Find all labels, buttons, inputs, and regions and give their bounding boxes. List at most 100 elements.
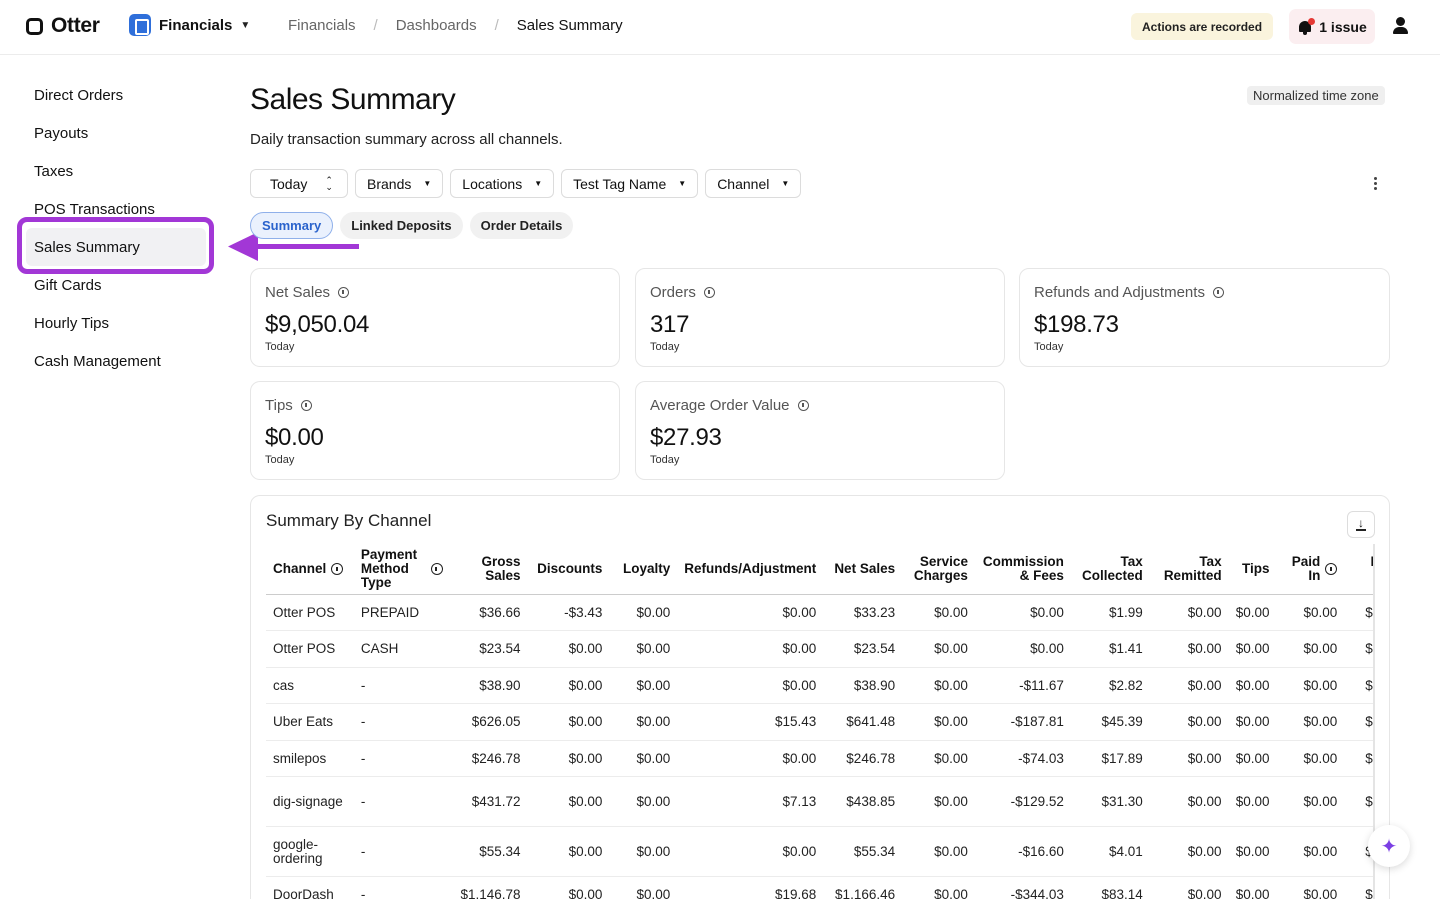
sidebar-item-sales-summary[interactable]: Sales Summary: [26, 228, 206, 266]
issues-button[interactable]: 1 issue: [1289, 9, 1375, 44]
channel-filter[interactable]: Channel ▼: [705, 169, 802, 198]
sidebar-item-cash-management[interactable]: Cash Management: [34, 352, 161, 370]
table-cell: $0.00: [1149, 826, 1229, 877]
otter-logo[interactable]: Otter: [26, 14, 100, 38]
table-cell: $0.00: [1228, 630, 1277, 668]
info-icon[interactable]: [1212, 287, 1224, 298]
table-cell: $0.00: [1276, 594, 1345, 631]
locations-filter[interactable]: Locations ▼: [450, 169, 555, 198]
brand-name: Otter: [51, 14, 100, 37]
table-cell: $0.00: [902, 630, 975, 668]
info-icon[interactable]: [797, 400, 809, 411]
table-row[interactable]: DoorDash - $1,146.78 $0.00 $0.00 $19.68 $1,166…: [266, 876, 1374, 899]
sidebar-item-pos-transactions[interactable]: POS Transactions: [34, 200, 155, 218]
table-cell: $0.00: [1344, 667, 1374, 704]
column-header[interactable]: Service Charges: [902, 544, 975, 595]
column-header-label: Paid In: [1291, 553, 1321, 583]
download-button[interactable]: ↓: [1347, 511, 1375, 538]
table-cell: $0.00: [677, 630, 824, 668]
metric-value: $0.00: [265, 424, 324, 451]
tag-filter[interactable]: Test Tag Name ▼: [561, 169, 699, 198]
product-switcher[interactable]: Financials ▼: [129, 14, 250, 36]
table-cell: -$74.03: [974, 740, 1071, 777]
table-cell: $626.05: [449, 703, 528, 741]
arrow-annotation-icon: [228, 232, 359, 261]
metric-label: Tips: [265, 397, 293, 414]
table-cell: -: [353, 826, 450, 877]
breadcrumb-dashboards[interactable]: Dashboards: [395, 17, 477, 34]
table-cell: $45.39: [1070, 703, 1150, 741]
info-icon[interactable]: [300, 400, 312, 411]
table-row[interactable]: Uber Eats - $626.05 $0.00 $0.00 $15.43 $641.48…: [266, 703, 1374, 741]
table-cell: $0.00: [527, 776, 610, 827]
table-row[interactable]: smilepos - $246.78 $0.00 $0.00 $0.00 $246.78 $0…: [266, 740, 1374, 777]
column-header[interactable]: Channel: [266, 544, 354, 595]
column-header[interactable]: Paid Out: [1344, 544, 1374, 595]
sidebar-item-taxes[interactable]: Taxes: [34, 162, 74, 180]
column-header[interactable]: Tax Remitted: [1149, 544, 1229, 595]
column-header[interactable]: Tips: [1228, 544, 1277, 595]
table-cell: $38.90: [823, 667, 903, 704]
table-cell: $0.00: [1344, 740, 1374, 777]
table-scroll-area[interactable]: Channel Payment Method Type Gross Sales …: [266, 544, 1374, 899]
sidebar-item-gift-cards[interactable]: Gift Cards: [34, 276, 102, 294]
table-cell: $0.00: [1149, 776, 1229, 827]
table-row[interactable]: google-ordering - $55.34 $0.00 $0.00 $0.00 $55…: [266, 826, 1374, 877]
metric-period: Today: [650, 454, 680, 466]
date-filter[interactable]: Today ⌃ ⌄: [250, 169, 348, 198]
info-icon[interactable]: [1325, 562, 1338, 575]
table-cell: $7.13: [677, 776, 824, 827]
table-cell: $83.14: [1070, 876, 1150, 899]
breadcrumb-financials[interactable]: Financials: [288, 17, 356, 34]
table-cell: $31.30: [1070, 776, 1150, 827]
user-icon[interactable]: [1392, 17, 1410, 35]
column-header[interactable]: Gross Sales: [449, 544, 528, 595]
info-icon[interactable]: [331, 562, 344, 575]
column-header[interactable]: Payment Method Type: [353, 544, 450, 595]
column-header[interactable]: Tax Collected: [1070, 544, 1150, 595]
timezone-badge: Normalized time zone: [1247, 86, 1385, 105]
column-header[interactable]: Refunds/Adjustment: [677, 544, 824, 595]
tab-linked-deposits[interactable]: Linked Deposits: [340, 212, 463, 239]
channel-filter-label: Channel: [717, 175, 770, 192]
ai-assistant-sparkle-icon[interactable]: ✦: [1368, 825, 1410, 867]
column-header[interactable]: Net Sales: [823, 544, 903, 595]
more-options-icon[interactable]: [1367, 174, 1383, 192]
column-header[interactable]: Loyalty: [609, 544, 678, 595]
tab-order-details[interactable]: Order Details: [469, 212, 574, 239]
table-cell: $0.00: [902, 594, 975, 631]
table-cell: $4.01: [1070, 826, 1150, 877]
info-icon[interactable]: [430, 562, 443, 575]
table-row[interactable]: Otter POS CASH $23.54 $0.00 $0.00 $0.00 $23.54…: [266, 630, 1374, 668]
table-row[interactable]: dig-signage - $431.72 $0.00 $0.00 $7.13 $438.8…: [266, 776, 1374, 827]
horizontal-scroll-edge: [1373, 544, 1375, 899]
table-cell: $0.00: [1276, 740, 1345, 777]
column-header[interactable]: Paid In: [1276, 544, 1345, 595]
metric-card-refunds: Refunds and Adjustments $198.73 Today: [1019, 268, 1390, 367]
column-header[interactable]: Discounts: [527, 544, 610, 595]
table-row[interactable]: cas - $38.90 $0.00 $0.00 $0.00 $38.90 $0.00 -$11…: [266, 667, 1374, 704]
sidebar: Direct Orders Payouts Taxes POS Transact…: [26, 76, 206, 380]
info-icon[interactable]: [703, 287, 715, 298]
table-cell: $0.00: [1228, 826, 1277, 877]
table-cell: $0.00: [527, 740, 610, 777]
sidebar-item-hourly-tips[interactable]: Hourly Tips: [34, 314, 110, 332]
tab-summary[interactable]: Summary: [250, 212, 334, 239]
table-cell: $0.00: [1228, 667, 1277, 704]
column-header[interactable]: Commission & Fees: [974, 544, 1071, 595]
table-cell: Uber Eats: [266, 703, 354, 741]
table-row[interactable]: Otter POS PREPAID $36.66 -$3.43 $0.00 $0.00 $3…: [266, 594, 1374, 631]
table-cell: $0.00: [527, 876, 610, 899]
table-cell: Otter POS: [266, 630, 354, 668]
page-title: Sales Summary: [250, 83, 456, 116]
download-icon: ↓: [1356, 516, 1366, 531]
table-cell: $0.00: [1344, 594, 1374, 631]
sidebar-item-payouts[interactable]: Payouts: [34, 124, 89, 142]
bell-icon: [1297, 17, 1316, 35]
chevron-down-icon: ▼: [240, 19, 251, 31]
info-icon[interactable]: [338, 287, 350, 298]
table-cell: $246.78: [823, 740, 903, 777]
brands-filter[interactable]: Brands ▼: [355, 169, 444, 198]
sidebar-item-direct-orders[interactable]: Direct Orders: [34, 86, 124, 104]
table-cell: $0.00: [527, 630, 610, 668]
